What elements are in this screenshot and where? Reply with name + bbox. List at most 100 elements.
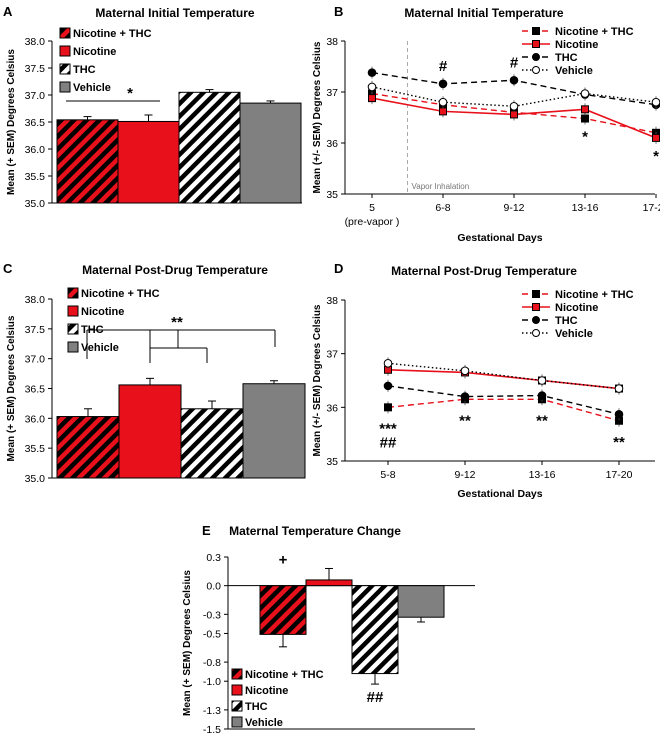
point-B-4-2 [438, 97, 448, 107]
bar-A-3 [178, 91, 241, 204]
bar-A-2 [117, 120, 180, 204]
point-B-4-3 [509, 101, 519, 111]
legend-label-E-1: Nicotine + THC [245, 669, 324, 681]
legend-swatch-E-1 [231, 668, 243, 680]
point-B-3-3 [509, 75, 519, 85]
x-tick-label-B: 6-8 [435, 202, 450, 214]
legend-swatch-C-1 [67, 287, 79, 299]
y-axis-label-B: Mean (+/- SEM) Degrees Celsius [312, 41, 323, 193]
point-B-3-2 [438, 79, 448, 89]
legend-swatch-A-1 [59, 27, 71, 39]
y-axis-label-E: Mean (+ SEM) Degrees Celsius [182, 570, 193, 716]
y-tick-label-A: 38.0 [25, 36, 46, 48]
y-tick-label-C: 37.0 [25, 354, 46, 366]
y-tick-label-A: 37.0 [25, 90, 46, 102]
bar-E-4 [397, 585, 445, 618]
legend-marker-B-1 [532, 27, 540, 35]
point-B-4-1 [367, 82, 377, 92]
legend-marker-B-2 [532, 40, 540, 48]
legend-label-B-2: Nicotine [555, 39, 598, 51]
point-D-4-4 [614, 384, 624, 393]
bar-E-3 [351, 585, 399, 675]
x-tick-label-D: 17-20 [606, 469, 633, 481]
significance-mark-E-2: ## [367, 689, 384, 706]
series-line-D-4 [387, 362, 620, 390]
significance-mark-E-1: + [279, 551, 288, 568]
chart-title-E: Maternal Temperature Change [229, 524, 401, 538]
y-tick-label-E: -1.3 [203, 705, 221, 717]
x-tick-label-B: 13-16 [572, 202, 599, 214]
legend-label-A-2: Nicotine [73, 46, 116, 58]
point-B-2-2 [439, 107, 447, 116]
legend-swatch-A-3 [59, 63, 71, 75]
y-tick-label-A: 36.0 [25, 144, 46, 156]
bar-E-2 [305, 579, 353, 587]
legend-label-A-3: THC [73, 64, 96, 76]
y-tick-label-D: 36 [326, 402, 338, 414]
point-B-2-5 [652, 133, 660, 142]
panel-label-D: D [334, 261, 343, 276]
y-tick-label-C: 36.0 [25, 413, 46, 425]
legend-label-D-2: Nicotine [555, 302, 598, 314]
y-axis-label-C: Mean (+ SEM) Degrees Celsius [6, 315, 17, 461]
point-D-3-3 [537, 391, 547, 400]
bar-C-4 [242, 383, 306, 479]
y-tick-label-E: -1.5 [203, 724, 221, 736]
y-tick-label-E: 0.0 [206, 581, 221, 593]
y-tick-label-D: 38 [326, 295, 338, 307]
legend-marker-D-3 [532, 316, 540, 324]
y-tick-label-A: 35.5 [25, 171, 46, 183]
series-line-D-1 [387, 398, 620, 422]
point-B-4-4 [580, 89, 590, 98]
series-line-B-4 [371, 86, 657, 107]
legend-label-C-1: Nicotine + THC [81, 288, 160, 300]
y-tick-label-C: 38.0 [25, 294, 46, 306]
significance-mark-D-4: ** [536, 412, 548, 429]
point-D-3-2 [460, 392, 470, 401]
legend-label-B-1: Nicotine + THC [555, 26, 634, 38]
legend-marker-D-2 [532, 303, 540, 311]
legend-swatch-E-2 [231, 684, 243, 696]
legend-label-D-3: THC [555, 315, 578, 327]
y-tick-label-A: 37.5 [25, 63, 46, 75]
y-tick-label-E: -0.3 [203, 609, 221, 621]
panel-label-A: A [3, 4, 13, 19]
significance-mark-C: ** [171, 314, 183, 331]
bar-C-3 [180, 408, 244, 479]
legend-swatch-C-2 [67, 305, 79, 317]
point-B-3-1 [367, 68, 377, 77]
bar-C-2 [118, 384, 182, 479]
x-tick-label-B: 9-12 [503, 202, 524, 214]
point-D-3-4 [614, 410, 624, 419]
legend-label-B-4: Vehicle [555, 65, 593, 77]
y-axis-label-D: Mean (+/- SEM) Degrees Celsius [312, 304, 323, 456]
point-D-1-1 [384, 403, 392, 412]
y-tick-label-E: -1.0 [203, 676, 221, 688]
panel-label-E: E [202, 523, 211, 538]
legend-marker-D-1 [532, 290, 540, 298]
y-tick-label-C: 36.5 [25, 384, 46, 396]
point-B-2-4 [581, 105, 589, 114]
y-tick-label-E: -0.8 [203, 657, 221, 669]
y-tick-label-D: 37 [326, 349, 338, 361]
x-tick-label-B: 17-20 [643, 202, 660, 214]
legend-marker-D-4 [532, 329, 540, 337]
legend-label-C-2: Nicotine [81, 306, 124, 318]
bar-E-1 [259, 585, 307, 635]
legend-swatch-E-4 [231, 716, 243, 728]
bar-A-4 [239, 102, 302, 204]
legend-marker-B-4 [532, 66, 540, 74]
y-tick-label-A: 35.0 [25, 198, 46, 210]
vapor-label-B: Vapor Inhalation [412, 182, 470, 191]
chart-title-D: Maternal Post-Drug Temperature [391, 264, 577, 278]
legend-label-B-3: THC [555, 52, 578, 64]
significance-mark-D-5: ** [613, 434, 625, 451]
x-tick-label-B: 5 [369, 202, 375, 214]
x-axis-label-D: Gestational Days [457, 488, 542, 500]
point-D-4-1 [383, 359, 393, 368]
y-tick-label-B: 38 [326, 36, 338, 48]
bar-C-1 [56, 416, 120, 479]
point-D-4-2 [460, 366, 470, 376]
chart-title-B: Maternal Initial Temperature [404, 6, 563, 20]
